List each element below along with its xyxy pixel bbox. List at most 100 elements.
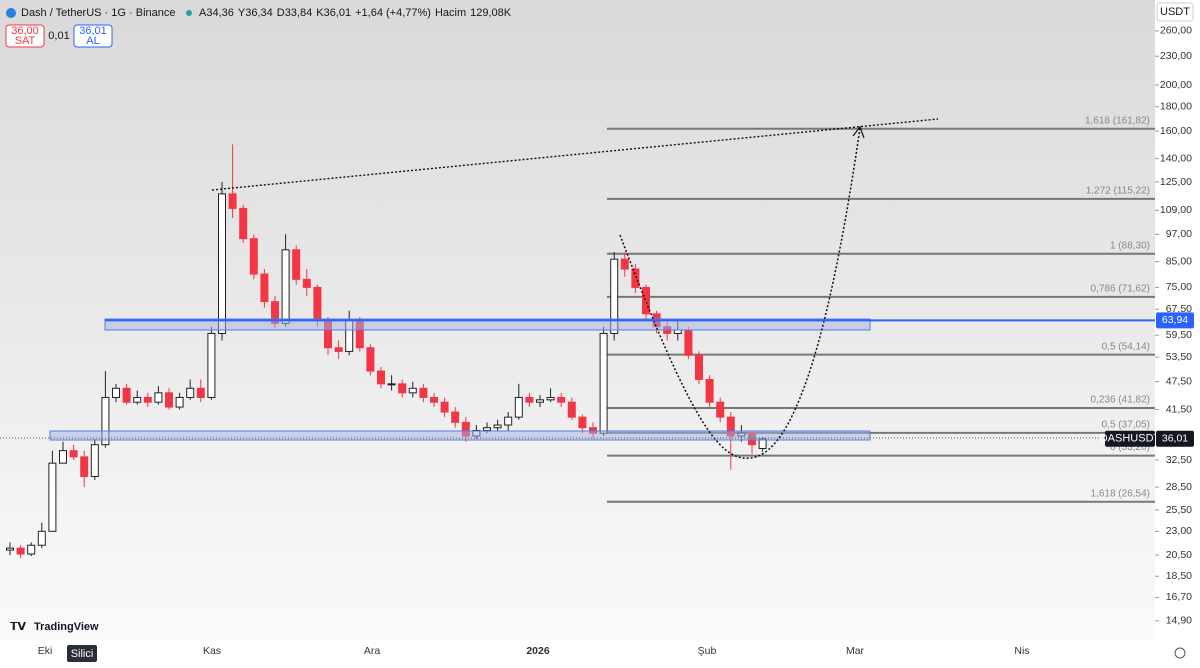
y-tick-label: 85,00	[1166, 255, 1192, 267]
x-tick-label: Ara	[364, 645, 381, 657]
y-tick-label: 125,00	[1160, 176, 1192, 188]
trend-line	[211, 118, 939, 191]
candle-body	[483, 427, 491, 431]
candle-body	[207, 332, 216, 398]
ohlc-field: 129,08K	[470, 7, 512, 19]
candle-body	[16, 547, 25, 555]
price-axis-background	[1155, 0, 1200, 668]
y-tick-label: 67,50	[1166, 303, 1192, 315]
fib-label: 0 (33,20)	[1110, 442, 1150, 453]
candle-body	[90, 444, 99, 477]
marks	[6, 127, 1155, 559]
candle-body	[249, 238, 258, 275]
price-line-label: 63,94	[1162, 314, 1188, 326]
y-tick-label: 28,50	[1166, 481, 1192, 493]
ohlc-field: K36,01	[316, 7, 351, 19]
settings-icon[interactable]	[1174, 647, 1186, 659]
tooltip: Silici	[71, 648, 94, 660]
candle-body	[6, 547, 14, 551]
candle-body	[419, 387, 428, 398]
y-tick-label: 25,50	[1166, 504, 1192, 516]
candle-body	[69, 450, 78, 458]
y-tick-label: 59,50	[1166, 329, 1192, 341]
x-tick-label: Kas	[203, 645, 221, 657]
candle-body	[101, 396, 110, 446]
candle-body	[165, 392, 173, 408]
candle-body	[48, 462, 57, 532]
candle-body	[684, 329, 693, 356]
ohlc-field: +1,64 (+4,77%)	[355, 7, 431, 19]
candle-body	[239, 207, 248, 240]
fib-label: 1,618 (26,54)	[1091, 488, 1151, 499]
candle-body	[514, 396, 523, 418]
candle-body	[610, 258, 619, 334]
ohlc-field: D33,84	[277, 7, 312, 19]
fib-label: 1,272 (115,22)	[1086, 185, 1150, 196]
zone-lower	[49, 430, 871, 441]
sell-button[interactable]	[5, 24, 45, 48]
y-tick-label: 109,00	[1160, 204, 1192, 216]
ohlc-field: A34,36	[199, 7, 234, 19]
candle-body	[599, 332, 608, 434]
candle-body	[578, 416, 587, 429]
y-tick-label: 47,50	[1166, 375, 1192, 387]
y-tick-label: 53,50	[1166, 351, 1192, 363]
candle-body	[398, 383, 407, 394]
candle-body	[695, 354, 703, 381]
y-tick-label: 23,00	[1166, 525, 1192, 537]
ohlc: A34,36 Y36,34 D33,84 K36,01 +1,64 (+4,77%) Ha…	[199, 7, 512, 19]
candle-body	[143, 396, 152, 403]
fib-label: 0,786 (71,62)	[1091, 284, 1151, 295]
currency: USDT	[1160, 6, 1190, 18]
currency-button[interactable]	[1156, 2, 1194, 22]
candle-body	[536, 399, 544, 403]
candle-body	[228, 193, 237, 209]
y-tick-label: 16,70	[1166, 591, 1192, 603]
x-tick-label: Mar	[846, 645, 865, 657]
arrow-head	[852, 125, 865, 139]
sell-label: SAT	[15, 35, 36, 47]
last-price-label: 36,01	[1162, 433, 1188, 445]
fib-label: 0,5 (54,14)	[1102, 341, 1150, 352]
candle-body	[186, 387, 195, 398]
candle-body	[440, 401, 449, 413]
x-tick-label: Nis	[1014, 645, 1029, 657]
last-price-tag	[1156, 430, 1194, 447]
fib-label: 1,618 (161,82)	[1085, 115, 1150, 126]
candle-body	[80, 456, 89, 477]
ohlc-field: Hacim	[435, 7, 466, 19]
candle-body	[196, 387, 205, 398]
candle-body	[546, 396, 555, 401]
candle-body	[37, 530, 46, 546]
candle-body	[281, 249, 290, 324]
candle-body	[504, 416, 513, 426]
y-tick-label: 97,00	[1166, 228, 1192, 240]
y-tick-label: 20,50	[1166, 549, 1192, 561]
candle-body	[451, 411, 460, 423]
candle-body	[366, 347, 375, 372]
candle-body	[122, 387, 131, 403]
y-tick-label: 160,00	[1160, 125, 1192, 137]
y-tick-label: 41,50	[1166, 403, 1192, 415]
candle-body	[705, 379, 714, 403]
candle-body	[567, 401, 576, 418]
spread: 0,01	[48, 30, 69, 42]
y-tick-label: 260,00	[1160, 25, 1192, 37]
candle-body	[430, 396, 438, 403]
candle-body	[260, 273, 269, 303]
buy-button[interactable]	[73, 24, 113, 48]
candle-body	[673, 329, 682, 334]
symbol-icon	[6, 8, 16, 18]
x-tick-label: Şub	[698, 645, 717, 657]
y-tick-label: 180,00	[1160, 101, 1192, 113]
candle-body	[557, 396, 566, 403]
candle-body	[292, 249, 301, 280]
candle-body	[313, 286, 322, 321]
y-tick-label: 230,00	[1160, 50, 1192, 62]
candle-body	[154, 392, 163, 403]
candle-body	[218, 193, 226, 334]
candle-body	[525, 396, 534, 403]
candle-body	[302, 278, 311, 288]
y-tick-label: 200,00	[1160, 79, 1192, 91]
